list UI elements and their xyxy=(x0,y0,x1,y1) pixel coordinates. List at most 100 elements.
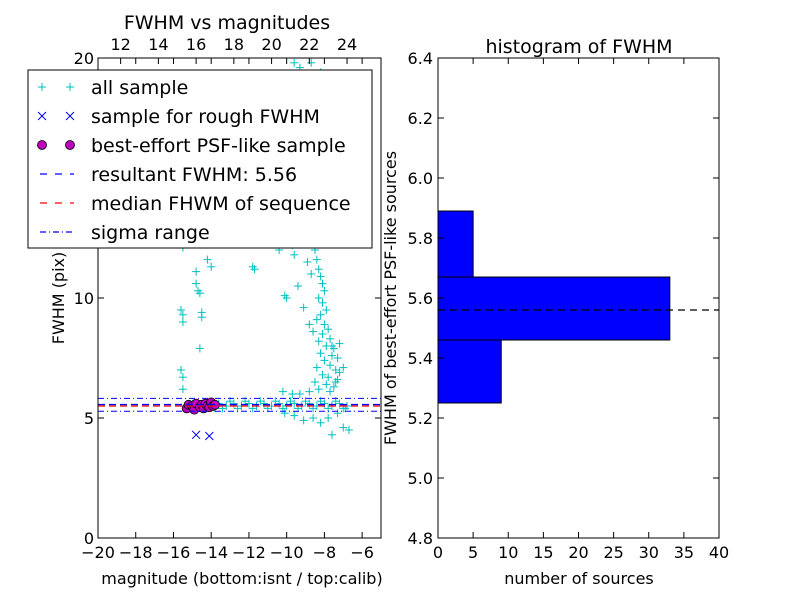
histogram-bar xyxy=(437,276,671,341)
scatter-top-tick-label: 14 xyxy=(148,35,168,54)
histogram-bar xyxy=(437,210,474,278)
histogram-y-tick-label: 5.6 xyxy=(408,289,433,308)
scatter-point xyxy=(326,387,335,396)
scatter-point xyxy=(324,414,333,422)
histogram-panel: histogram of FWHM 0 5 10 15 20 25 30 35 40 4.8 5.0… xyxy=(381,36,729,588)
scatter-point xyxy=(305,387,314,396)
scatter-point xyxy=(271,397,280,406)
scatter-point xyxy=(290,250,299,259)
histogram-x-tick-label: 30 xyxy=(639,543,659,562)
histogram-x-tick-label: 20 xyxy=(568,543,588,562)
scatter-point xyxy=(324,373,333,382)
scatter-point xyxy=(309,327,318,336)
histogram-y-tick-label: 6.0 xyxy=(408,169,433,188)
histogram-x-tick-label: 40 xyxy=(709,543,729,562)
histogram-y-tick-label: 4.8 xyxy=(408,529,433,548)
legend-frame xyxy=(27,69,373,249)
scatter-point xyxy=(197,313,206,322)
legend-marker xyxy=(37,111,47,121)
scatter-point xyxy=(191,430,201,440)
scatter-point xyxy=(322,380,331,389)
scatter-x-tick-label: −20 xyxy=(81,543,115,562)
scatter-x-tick-label: −8 xyxy=(313,543,337,562)
legend-entry: all sample xyxy=(38,77,188,99)
scatter-point xyxy=(316,418,325,427)
histogram-x-tick-label: 25 xyxy=(603,543,623,562)
scatter-point xyxy=(305,320,314,329)
scatter-point xyxy=(290,411,299,420)
legend-marker xyxy=(37,140,47,150)
scatter-point xyxy=(327,430,336,439)
scatter-top-tick-label: 12 xyxy=(110,35,130,54)
scatter-x-tick-label: −10 xyxy=(270,543,304,562)
scatter-point xyxy=(326,334,335,343)
scatter-y-tick-label: 5 xyxy=(84,409,94,428)
scatter-point xyxy=(203,255,212,264)
scatter-x-axis-label: magnitude (bottom:isnt / top:calib) xyxy=(101,569,382,588)
scatter-point xyxy=(333,354,342,362)
scatter-point xyxy=(280,409,289,418)
scatter-top-tick-label: 18 xyxy=(224,35,244,54)
scatter-point xyxy=(333,409,342,418)
scatter-point xyxy=(299,416,308,425)
scatter-legend: all sample sample for rough FWHM best-effo… xyxy=(27,69,373,249)
histogram-y-axis-label: FWHM of best-effort PSF-like sources xyxy=(381,151,400,445)
scatter-point xyxy=(312,363,321,372)
scatter-point xyxy=(288,390,297,398)
legend-label: sample for rough FWHM xyxy=(91,106,320,128)
scatter-panel: FWHM vs magnitudes −20 −18 −16 −14 −12 −10 −8−… xyxy=(27,12,383,588)
scatter-point xyxy=(178,310,187,319)
scatter-point xyxy=(278,387,287,396)
legend-label: median FHWM of sequence xyxy=(91,193,351,215)
histogram-y-tick-label: 5.8 xyxy=(408,229,433,248)
scatter-point xyxy=(335,339,344,348)
scatter-point xyxy=(195,344,204,353)
scatter-point xyxy=(299,303,308,312)
scatter-point xyxy=(320,286,329,295)
scatter-point xyxy=(331,378,340,386)
histogram-x-axis-label: number of sources xyxy=(504,569,654,588)
scatter-point xyxy=(178,373,187,382)
scatter-point xyxy=(309,414,318,422)
scatter-point xyxy=(303,258,312,266)
legend-label: best-effort PSF-like sample xyxy=(91,135,346,157)
scatter-x-tick-label: −14 xyxy=(194,543,228,562)
scatter-point xyxy=(314,385,323,394)
scatter-point xyxy=(316,349,325,358)
legend-marker xyxy=(66,83,74,91)
scatter-point xyxy=(256,397,265,406)
scatter-point xyxy=(286,397,295,406)
histogram-bars xyxy=(437,210,671,404)
legend-marker xyxy=(65,111,75,121)
scatter-point xyxy=(177,306,186,314)
scatter-point xyxy=(318,330,327,338)
scatter-point xyxy=(295,390,304,398)
scatter-y-tick-label: 0 xyxy=(84,529,94,548)
scatter-point xyxy=(192,267,201,276)
scatter-y-tick-label: 20 xyxy=(74,49,94,68)
scatter-point xyxy=(195,289,204,298)
scatter-point xyxy=(290,58,299,67)
scatter-point xyxy=(314,294,323,302)
scatter-point xyxy=(324,325,333,334)
legend-entry: median FHWM of sequence xyxy=(40,193,351,215)
scatter-point xyxy=(293,282,302,290)
scatter-point xyxy=(339,423,348,432)
scatter-point xyxy=(282,294,291,302)
histogram-x-tick-label: 5 xyxy=(468,543,478,562)
histogram-y-tick-label: 5.4 xyxy=(408,349,433,368)
scatter-point xyxy=(312,315,321,324)
scatter-point xyxy=(310,378,319,386)
scatter-point xyxy=(307,270,316,278)
scatter-point xyxy=(344,426,353,434)
scatter-point xyxy=(178,385,187,394)
histogram-bar xyxy=(437,339,502,404)
scatter-point xyxy=(318,298,327,307)
legend-entry: best-effort PSF-like sample xyxy=(37,135,346,157)
scatter-point xyxy=(318,370,327,379)
histogram-x-tick-label: 0 xyxy=(433,543,443,562)
legend-label: sigma range xyxy=(91,222,210,244)
scatter-top-tick-label: 20 xyxy=(261,35,281,54)
histogram-x-tick-label: 15 xyxy=(533,543,553,562)
scatter-point xyxy=(335,368,344,377)
